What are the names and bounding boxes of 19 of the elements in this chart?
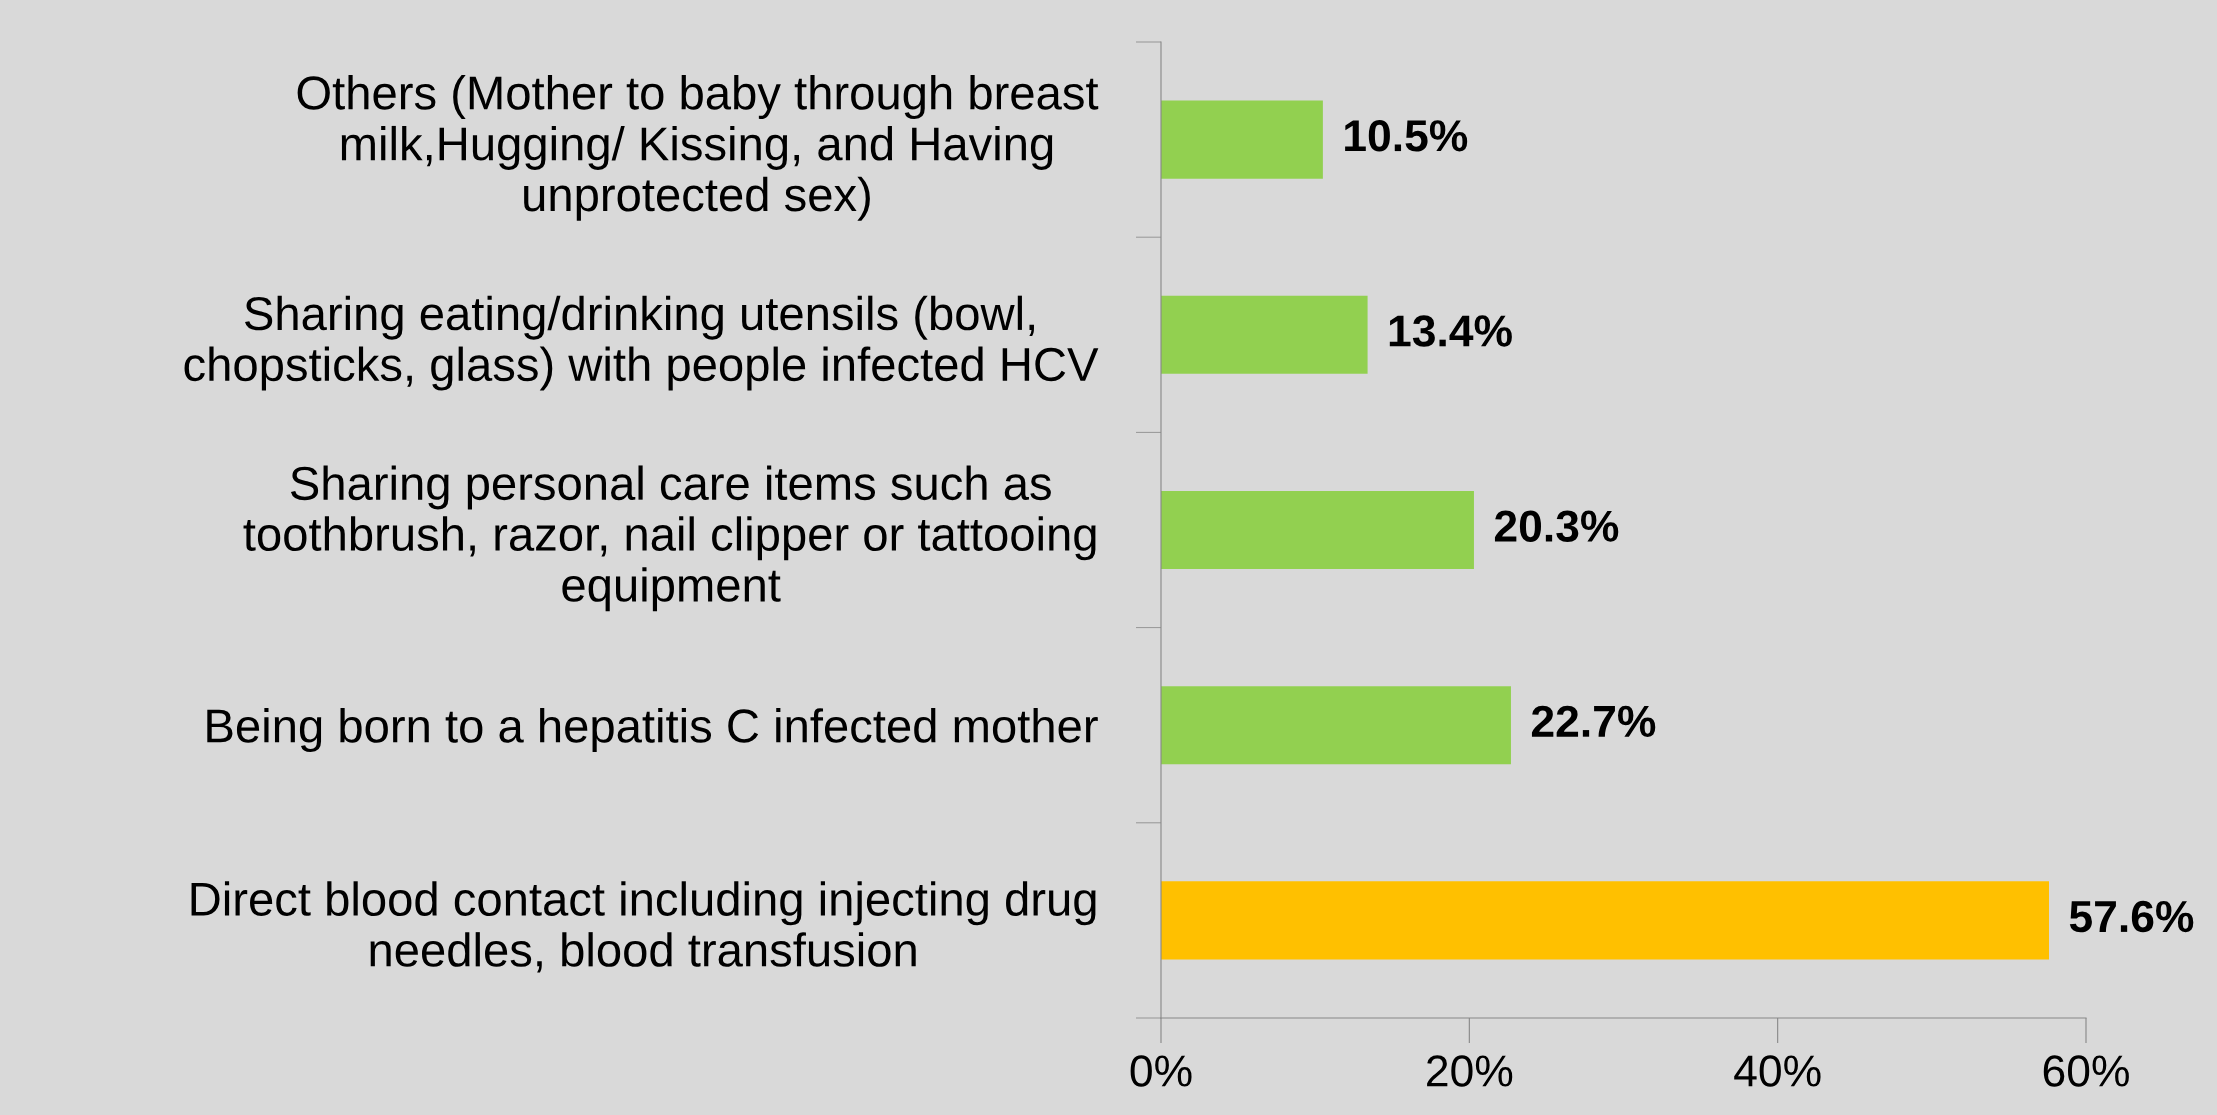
- bar: [1161, 686, 1511, 765]
- data-label: 10.5%: [1345, 120, 1468, 152]
- data-label: 13.4%: [1389, 315, 1512, 347]
- bar: [1161, 100, 1323, 179]
- y-tick-label: Being born to a hepatitis C infected mother: [207, 708, 1098, 753]
- y-tick-label: Others (Mother to baby through breast milk,Hugging/ Kissing, and Having unprotected sex): [297, 75, 1099, 221]
- y-tick-label: Sharing eating/drinking utensils (bowl, chopsticks, glass) with people infected HCV: [184, 295, 1099, 391]
- x-tick-label: 0%: [1130, 1055, 1192, 1087]
- bar: [1161, 295, 1368, 374]
- data-label: 57.6%: [2069, 900, 2194, 933]
- data-label: 22.7%: [1531, 705, 1656, 738]
- bar: [1161, 881, 2049, 960]
- x-tick-label: 60%: [2043, 1055, 2129, 1087]
- x-tick-label: 40%: [1734, 1055, 1821, 1087]
- bar: [1161, 490, 1474, 570]
- y-tick-label: Direct blood contact including injecting drug needles, blood transfusion: [191, 881, 1096, 973]
- y-tick-label: Sharing personal care items such as toothbrush, razor, nail clipper or tattooing equipment: [243, 465, 1096, 612]
- data-label: 20.3%: [1494, 510, 1619, 542]
- x-tick-label: 20%: [1427, 1055, 1513, 1087]
